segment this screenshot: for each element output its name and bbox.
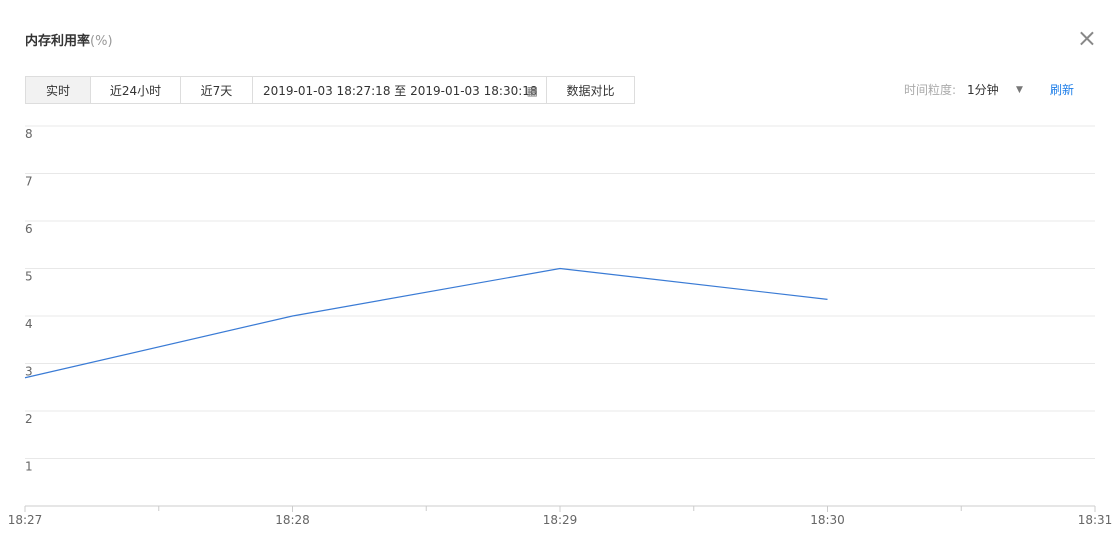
range-button[interactable]: 近7天 xyxy=(180,76,253,104)
dropdown-arrow[interactable]: ▼ xyxy=(1016,85,1023,95)
close-button[interactable]: × xyxy=(1076,24,1097,52)
x-tick-label: 18:28 xyxy=(275,513,310,527)
x-tick-label: 18:29 xyxy=(543,513,578,527)
range-button[interactable]: 近24小时 xyxy=(90,76,181,104)
range-button[interactable]: 实时 xyxy=(25,76,91,104)
x-tick-label: 18:30 xyxy=(810,513,845,527)
x-tick-label: 18:27 xyxy=(8,513,43,527)
y-tick-label: 2 xyxy=(25,412,33,426)
compare-button[interactable]: 数据对比 xyxy=(546,76,635,104)
y-tick-label: 8 xyxy=(25,127,33,141)
date-range-picker[interactable]: 2019-01-03 18:27:18 至 2019-01-03 18:30:1… xyxy=(252,76,547,104)
granularity-select[interactable]: 1分钟 xyxy=(967,83,999,97)
y-tick-label: 4 xyxy=(25,317,33,331)
y-tick-label: 3 xyxy=(25,365,33,379)
y-tick-label: 1 xyxy=(25,460,33,474)
y-tick-label: 7 xyxy=(25,175,33,189)
x-tick-label: 18:31 xyxy=(1078,513,1113,527)
date-range-text: 2019-01-03 18:27:18 至 2019-01-03 18:30:1… xyxy=(263,84,538,98)
data-line xyxy=(24,267,828,379)
panel-title: 内存利用率(%) xyxy=(25,30,113,49)
refresh-link[interactable]: 刷新 xyxy=(1050,83,1075,97)
title-text: 内存利用率 xyxy=(25,34,91,49)
calendar-icon: ▦ xyxy=(526,84,538,98)
granularity-label: 时间粒度: xyxy=(904,83,957,97)
y-tick-label: 6 xyxy=(25,222,33,236)
y-tick-label: 5 xyxy=(25,270,33,284)
title-unit: (%) xyxy=(90,34,113,49)
